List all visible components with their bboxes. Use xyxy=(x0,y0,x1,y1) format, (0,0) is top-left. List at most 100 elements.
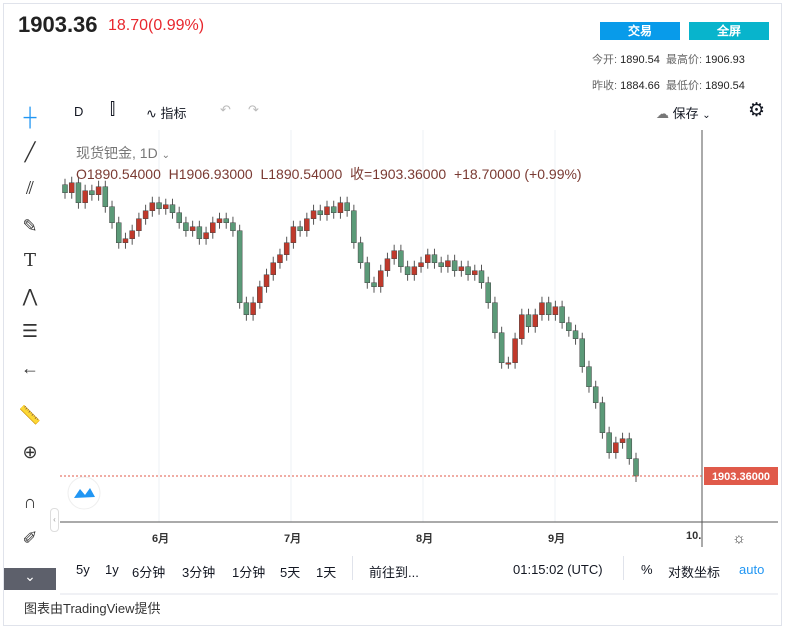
x-tick: 8月 xyxy=(416,533,434,545)
footer-credit[interactable]: 图表由TradingView提供 xyxy=(24,601,161,616)
ruler-icon[interactable]: 📏 xyxy=(18,405,42,425)
range-1y[interactable]: 1y xyxy=(105,562,119,577)
range-3min[interactable]: 3分钟 xyxy=(182,565,216,580)
magnet-icon[interactable]: ∩ xyxy=(23,492,37,512)
candle xyxy=(351,210,357,243)
log-toggle[interactable]: 对数坐标 xyxy=(668,565,721,580)
candle xyxy=(592,386,599,403)
candle xyxy=(75,182,82,203)
x-tick: 7月 xyxy=(284,533,302,545)
ohlc-legend: O1890.54000 H1906.93000 L1890.54000 收=19… xyxy=(76,166,582,182)
collapse-toolbar-handle[interactable]: ‹ xyxy=(50,508,59,532)
candle xyxy=(566,322,572,331)
candle xyxy=(277,254,283,263)
goto-button[interactable]: 前往到... xyxy=(369,565,419,580)
open-label: 今开: xyxy=(592,54,618,66)
candle xyxy=(606,432,612,453)
candle xyxy=(270,262,276,275)
candle xyxy=(357,242,364,263)
range-1d[interactable]: 1天 xyxy=(316,565,337,580)
open-value: 1890.54 xyxy=(620,54,660,66)
range-5y[interactable]: 5y xyxy=(76,562,90,577)
lock-drawings-icon[interactable]: ✐ xyxy=(22,528,38,548)
candle xyxy=(163,204,169,209)
candle xyxy=(189,226,196,231)
range-5d[interactable]: 5天 xyxy=(280,565,301,580)
interval-button[interactable]: D xyxy=(74,104,84,119)
range-6min[interactable]: 6分钟 xyxy=(132,565,166,580)
candle xyxy=(297,226,303,231)
undo-icon[interactable]: ↶ xyxy=(220,102,231,117)
axis-settings-icon[interactable]: ☼ xyxy=(732,530,746,547)
candle xyxy=(613,442,619,453)
candle xyxy=(411,266,418,275)
symbol-legend[interactable]: 现货钯金, 1D ⌄ xyxy=(76,143,170,163)
auto-toggle[interactable]: auto xyxy=(739,562,765,577)
candle xyxy=(102,186,109,207)
measure-icon[interactable]: ☰ xyxy=(21,321,39,341)
candle xyxy=(552,306,559,315)
candle xyxy=(136,218,142,231)
tradingview-logo[interactable] xyxy=(67,476,101,510)
zoom-in-icon[interactable]: ⊕ xyxy=(22,442,38,462)
candle xyxy=(290,226,297,243)
divider xyxy=(623,556,624,580)
candle xyxy=(545,302,552,315)
candle xyxy=(404,266,411,275)
high-value: 1906.93 xyxy=(705,54,745,66)
clock[interactable]: 01:15:02 (UTC) xyxy=(513,562,603,577)
candle-type-icon[interactable]: ⫿ xyxy=(110,101,116,118)
candle xyxy=(95,186,102,195)
candle xyxy=(391,250,397,259)
arrow-left-icon[interactable]: ← xyxy=(21,358,39,378)
widget-frame xyxy=(3,3,782,626)
candle xyxy=(599,402,606,433)
candle xyxy=(431,254,438,263)
indicators-button[interactable]: ∿ 指标 xyxy=(146,103,187,122)
fullscreen-button[interactable]: 全屏 xyxy=(689,22,769,40)
percent-toggle[interactable]: % xyxy=(641,562,653,577)
x-tick: 10. xyxy=(686,530,702,542)
save-button[interactable]: ☁ 保存 ⌄ xyxy=(656,103,711,122)
candle xyxy=(559,306,565,323)
crosshair-icon[interactable]: ┼ xyxy=(23,107,37,127)
range-1min[interactable]: 1分钟 xyxy=(232,565,266,580)
text-icon[interactable]: T xyxy=(23,250,36,271)
candle xyxy=(149,202,156,211)
candle xyxy=(465,266,471,275)
x-tick: 6月 xyxy=(152,533,170,545)
candle xyxy=(183,222,189,231)
trade-button[interactable]: 交易 xyxy=(600,22,680,40)
candle xyxy=(243,302,250,315)
settings-icon[interactable]: ⚙ xyxy=(748,100,766,121)
save-label: 保存 xyxy=(672,106,699,121)
candle xyxy=(619,438,626,443)
trend-line-icon[interactable]: ╱ xyxy=(24,142,36,162)
candle xyxy=(492,302,498,333)
candle xyxy=(364,262,371,283)
candle xyxy=(310,210,317,219)
candle xyxy=(519,314,525,339)
candle xyxy=(472,270,478,275)
expand-toolbar-icon[interactable]: ⌄ xyxy=(4,568,56,590)
redo-icon[interactable]: ↷ xyxy=(248,102,259,117)
high-label: 最高价: xyxy=(666,54,703,66)
candle xyxy=(263,274,270,287)
candle xyxy=(216,218,223,223)
candle xyxy=(89,190,95,195)
candle xyxy=(572,330,579,339)
candle xyxy=(236,230,243,303)
candle xyxy=(156,202,162,209)
candle xyxy=(142,210,149,219)
current-price: 1903.36 xyxy=(18,12,98,37)
brush-icon[interactable]: ✎ xyxy=(22,216,38,236)
pattern-icon[interactable]: ⋀ xyxy=(22,286,38,306)
candle xyxy=(344,202,350,211)
prev-close-label: 昨收: xyxy=(592,80,618,92)
candle xyxy=(498,332,505,363)
candle xyxy=(304,218,310,231)
indicator-icon: ∿ xyxy=(146,106,157,121)
fib-icon[interactable]: ⫽ xyxy=(25,178,35,198)
grid xyxy=(158,130,556,522)
